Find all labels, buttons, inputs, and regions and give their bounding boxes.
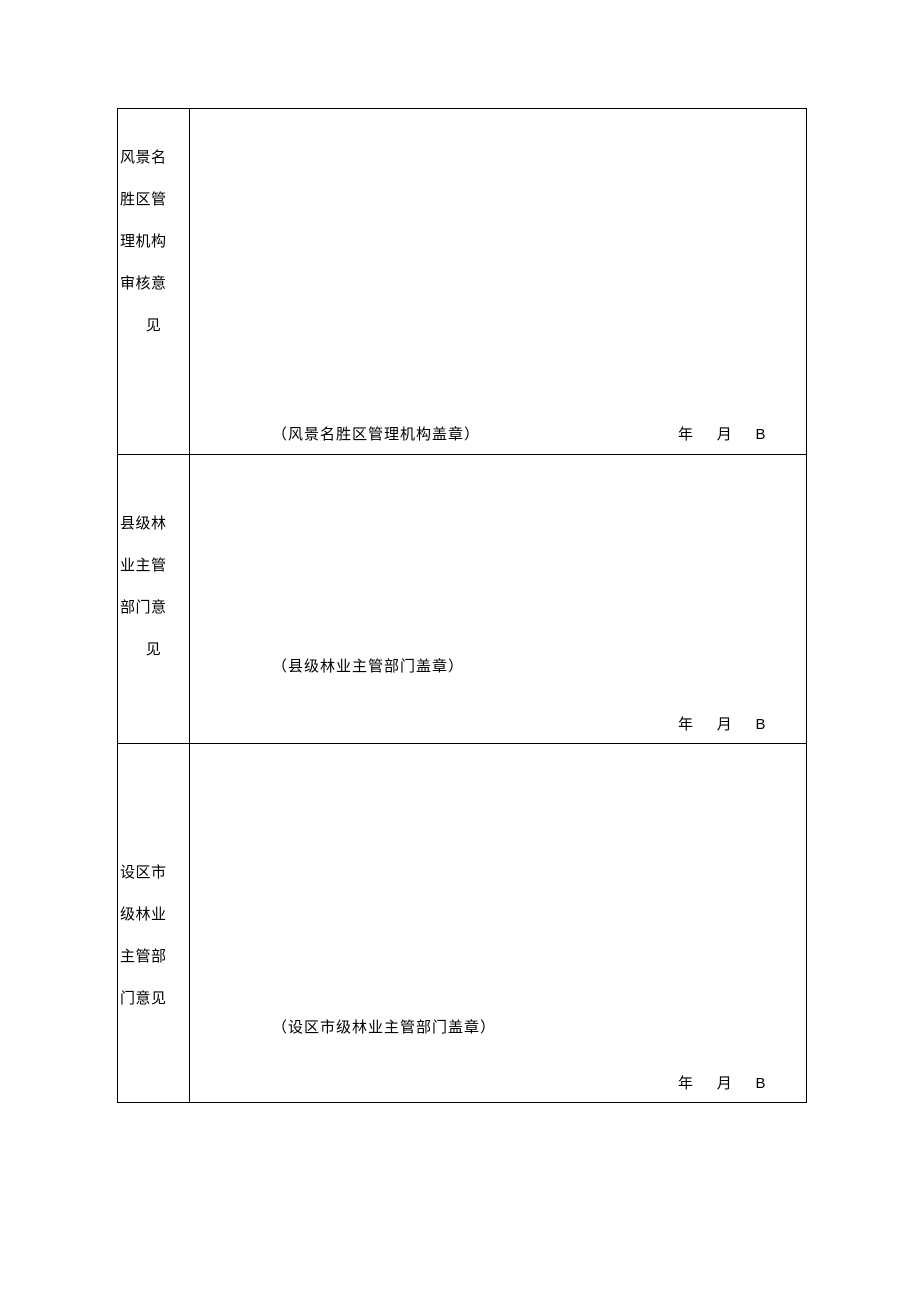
label-text: 部门意: [118, 587, 189, 629]
row-content-cell: （县级林业主管部门盖章） 年 月 B: [190, 455, 806, 743]
label-text: 设区市: [118, 852, 189, 894]
label-text: 业主管: [118, 545, 189, 587]
label-text: 见: [118, 629, 189, 671]
date-year: 年: [678, 427, 694, 443]
date-label: 年 月 B: [678, 713, 767, 734]
row-label-cell: 风景名 胜区管 理机构 审核意 见: [118, 109, 190, 454]
label-text: 审核意: [118, 263, 189, 305]
table-row: 设区市 级林业 主管部 门意见 （设区市级林业主管部门盖章） 年 月 B: [118, 744, 806, 1102]
date-label: 年 月 B: [678, 423, 767, 444]
row-label-cell: 设区市 级林业 主管部 门意见: [118, 744, 190, 1102]
date-label: 年 月 B: [678, 1072, 767, 1093]
date-year: 年: [678, 717, 694, 733]
label-text: 级林业: [118, 894, 189, 936]
row-content-cell: （风景名胜区管理机构盖章） 年 月 B: [190, 109, 806, 454]
date-b: B: [756, 1075, 767, 1092]
label-text: 风景名: [118, 137, 189, 179]
stamp-label: （风景名胜区管理机构盖章）: [272, 423, 480, 444]
label-text: 门意见: [118, 978, 189, 1020]
table-row: 风景名 胜区管 理机构 审核意 见 （风景名胜区管理机构盖章） 年 月 B: [118, 109, 806, 455]
label-text: 主管部: [118, 936, 189, 978]
date-b: B: [756, 716, 767, 733]
approval-table: 风景名 胜区管 理机构 审核意 见 （风景名胜区管理机构盖章） 年 月 B 县级…: [117, 108, 807, 1103]
stamp-label: （设区市级林业主管部门盖章）: [272, 1016, 496, 1037]
row-content-cell: （设区市级林业主管部门盖章） 年 月 B: [190, 744, 806, 1102]
stamp-label: （县级林业主管部门盖章）: [272, 655, 464, 676]
label-text: 胜区管: [118, 179, 189, 221]
label-text: 见: [118, 305, 189, 347]
row-label-cell: 县级林 业主管 部门意 见: [118, 455, 190, 743]
label-text: 县级林: [118, 503, 189, 545]
date-month: 月: [717, 717, 733, 733]
date-month: 月: [717, 427, 733, 443]
date-year: 年: [678, 1076, 694, 1092]
label-text: 理机构: [118, 221, 189, 263]
date-month: 月: [717, 1076, 733, 1092]
date-b: B: [756, 426, 767, 443]
table-row: 县级林 业主管 部门意 见 （县级林业主管部门盖章） 年 月 B: [118, 455, 806, 744]
